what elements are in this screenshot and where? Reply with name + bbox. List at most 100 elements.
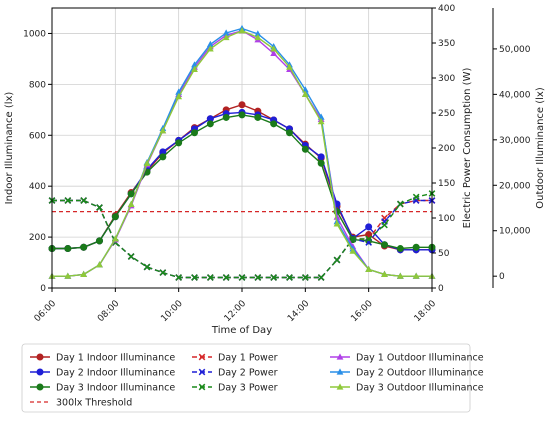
legend-marker-2 <box>336 353 344 360</box>
data-point-5-1 <box>64 197 72 204</box>
y-outdoor-tick-label-4: 40,000 <box>499 90 531 100</box>
data-point-2-14 <box>270 120 278 128</box>
legend-marker-8 <box>336 383 344 390</box>
y-outdoor-tick-label-3: 30,000 <box>499 136 531 146</box>
y-power-tick-label-4: 200 <box>438 144 455 154</box>
data-point-7-13 <box>254 30 262 37</box>
data-point-2-23 <box>412 243 420 251</box>
y-left-tick-label-0: 0 <box>40 284 46 294</box>
series-8 <box>48 27 436 279</box>
legend-label-2: Day 1 Outdoor Illuminance <box>356 353 484 364</box>
data-point-2-3 <box>96 237 103 245</box>
y-left-tick-label-1: 200 <box>29 233 46 243</box>
data-point-5-23 <box>412 193 420 201</box>
data-point-5-16 <box>302 274 309 281</box>
data-point-2-11 <box>222 113 230 121</box>
data-point-5-13 <box>254 274 262 281</box>
data-point-7-9 <box>191 61 198 68</box>
legend-item-5: Day 2 Outdoor Illuminance <box>330 368 484 379</box>
data-point-8-10 <box>206 45 214 52</box>
data-point-5-20 <box>365 235 372 243</box>
data-point-5-12 <box>238 274 246 281</box>
legend-marker-1 <box>198 353 206 361</box>
legend-label-4: Day 2 Power <box>218 368 278 379</box>
y-outdoor-tick-label-5: 50,000 <box>499 45 531 55</box>
data-point-2-21 <box>381 241 388 249</box>
legend-item-8: Day 3 Outdoor Illuminance <box>330 383 484 394</box>
data-point-8-2 <box>80 270 88 277</box>
data-point-5-2 <box>80 197 87 204</box>
data-point-2-9 <box>191 129 198 137</box>
legend-label-8: Day 3 Outdoor Illuminance <box>356 383 484 394</box>
y-outdoor-tick-label-2: 20,000 <box>499 181 531 191</box>
data-point-5-19 <box>349 235 357 243</box>
data-point-6-14 <box>270 49 278 57</box>
data-point-5-17 <box>317 274 325 281</box>
legend-item-1: Day 1 Power <box>192 353 278 364</box>
data-point-5-11 <box>222 274 230 281</box>
legend-label-0: Day 1 Indoor Illuminance <box>56 353 175 364</box>
y-power-tick-label-8: 400 <box>438 4 455 14</box>
y-left-tick-label-3: 600 <box>29 131 46 141</box>
data-point-8-20 <box>365 265 373 272</box>
data-point-5-14 <box>270 274 277 281</box>
data-point-5-6 <box>143 263 151 271</box>
y-left-tick-label-2: 400 <box>29 182 46 192</box>
y-outdoor-tick-label-0: 0 <box>499 272 505 282</box>
y-outdoor-tick-label-1: 10,000 <box>499 227 531 237</box>
data-point-2-2 <box>80 243 88 251</box>
data-point-8-14 <box>270 45 278 52</box>
data-point-8-13 <box>254 33 262 41</box>
data-point-8-6 <box>143 159 151 167</box>
data-point-5-5 <box>127 253 135 260</box>
x-tick-label-0: 06:00 <box>33 299 59 325</box>
data-point-7-10 <box>206 40 214 47</box>
data-point-8-3 <box>96 261 103 268</box>
data-point-5-18 <box>333 256 341 264</box>
legend-label-6: Day 3 Indoor Illuminance <box>56 383 175 394</box>
legend-label-5: Day 2 Outdoor Illuminance <box>356 368 484 379</box>
data-point-2-15 <box>286 129 293 137</box>
data-point-8-8 <box>175 93 183 100</box>
data-point-2-7 <box>159 153 167 161</box>
data-point-1-17 <box>317 153 325 161</box>
data-point-2-13 <box>254 113 262 121</box>
series-layer <box>48 24 436 281</box>
x-tick-label-4: 14:00 <box>286 299 312 325</box>
data-point-5-7 <box>159 269 167 276</box>
data-point-2-8 <box>175 139 183 147</box>
y-power-tick-label-3: 150 <box>438 179 455 189</box>
y-axis-label-outdoor: Outdoor Illuminance (lx) <box>535 87 546 209</box>
data-point-5-21 <box>381 221 388 229</box>
legend-item-6: Day 3 Indoor Illuminance <box>30 383 175 394</box>
data-point-2-4 <box>111 213 119 221</box>
legend-item-3: Day 2 Indoor Illuminance <box>30 368 175 379</box>
y-power-tick-label-7: 350 <box>438 39 455 49</box>
y-power-tick-label-1: 50 <box>438 249 450 259</box>
legend-label-9: 300lx Threshold <box>56 398 132 409</box>
data-point-5-3 <box>96 204 103 211</box>
legend-label-3: Day 2 Indoor Illuminance <box>56 368 175 379</box>
data-point-2-16 <box>301 145 309 153</box>
legend-marker-0 <box>36 353 44 361</box>
data-point-5-9 <box>191 274 198 281</box>
data-point-8-19 <box>349 247 357 254</box>
data-point-8-12 <box>238 27 246 34</box>
data-point-8-17 <box>317 118 325 125</box>
data-point-8-18 <box>333 220 341 227</box>
y-power-tick-label-0: 0 <box>438 284 444 294</box>
data-point-8-4 <box>111 235 119 242</box>
x-tick-label-6: 18:00 <box>413 299 439 325</box>
legend-marker-3 <box>36 368 44 376</box>
data-point-5-22 <box>397 200 404 208</box>
data-point-1-20 <box>365 223 373 231</box>
legend-marker-6 <box>36 383 44 391</box>
data-point-8-16 <box>301 90 309 97</box>
legend-item-7: Day 3 Power <box>192 383 278 394</box>
grid <box>51 8 433 289</box>
x-tick-label-5: 16:00 <box>349 299 375 325</box>
series-5 <box>48 190 436 281</box>
data-point-2-22 <box>396 245 404 253</box>
data-point-8-22 <box>396 272 404 279</box>
x-tick-label-2: 10:00 <box>159 299 185 325</box>
